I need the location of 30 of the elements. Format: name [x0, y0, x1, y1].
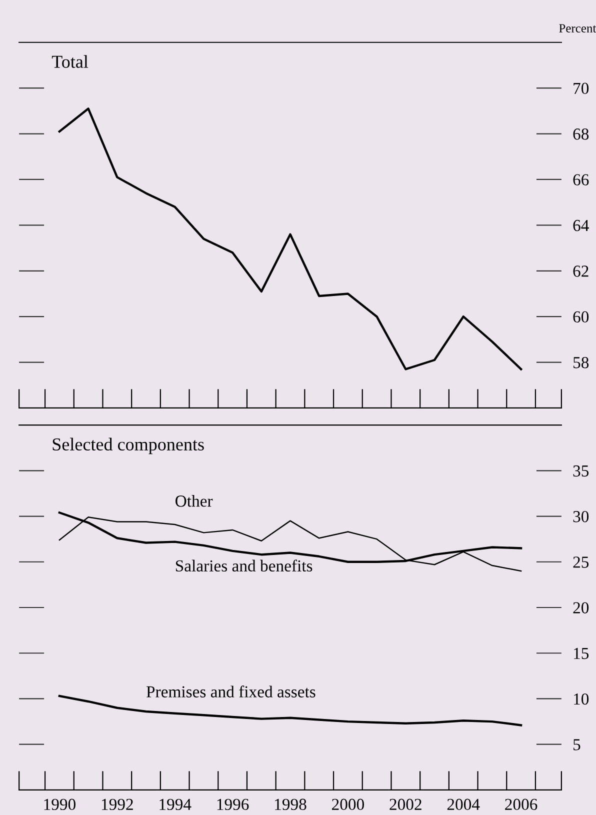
x-tick-label: 2002	[390, 798, 422, 810]
y-tick-label: 10	[574, 693, 589, 705]
y-tick-label: 20	[573, 602, 589, 614]
text: Selected components	[52, 438, 204, 454]
y-tick-label: 30	[573, 510, 589, 522]
y-axis-title: Percent	[559, 24, 596, 33]
x-tick-label: 2004	[447, 798, 480, 810]
y-tick-label: 64	[573, 220, 589, 232]
x-tick-label: 1990	[44, 798, 76, 810]
series-label: Other	[176, 495, 213, 507]
y-tick-label: 62	[573, 266, 588, 277]
x-tick-label: 1992	[102, 798, 133, 810]
y-tick-label: 58	[574, 356, 589, 368]
x-tick-label: 2000	[332, 798, 364, 810]
x-tick-label: 1998	[275, 798, 306, 810]
y-tick-label: 66	[573, 174, 589, 186]
x-tick-label: 1994	[160, 798, 192, 810]
x-tick-label: 1996	[217, 798, 249, 810]
series-label: Premises and fixed assets	[146, 686, 316, 698]
text: Total	[52, 55, 88, 68]
y-tick-label: 25	[573, 556, 589, 568]
y-tick-label: 68	[573, 128, 589, 140]
line-series	[58, 108, 522, 370]
y-tick-label: 70	[574, 82, 589, 94]
series-label: Salaries and benefits	[176, 560, 312, 572]
y-tick-label: 60	[573, 311, 589, 323]
y-tick-label: 5	[574, 739, 580, 750]
y-tick-label: 35	[573, 465, 589, 477]
y-tick-label: 15	[574, 648, 589, 660]
x-tick-label: 2006	[505, 798, 538, 810]
